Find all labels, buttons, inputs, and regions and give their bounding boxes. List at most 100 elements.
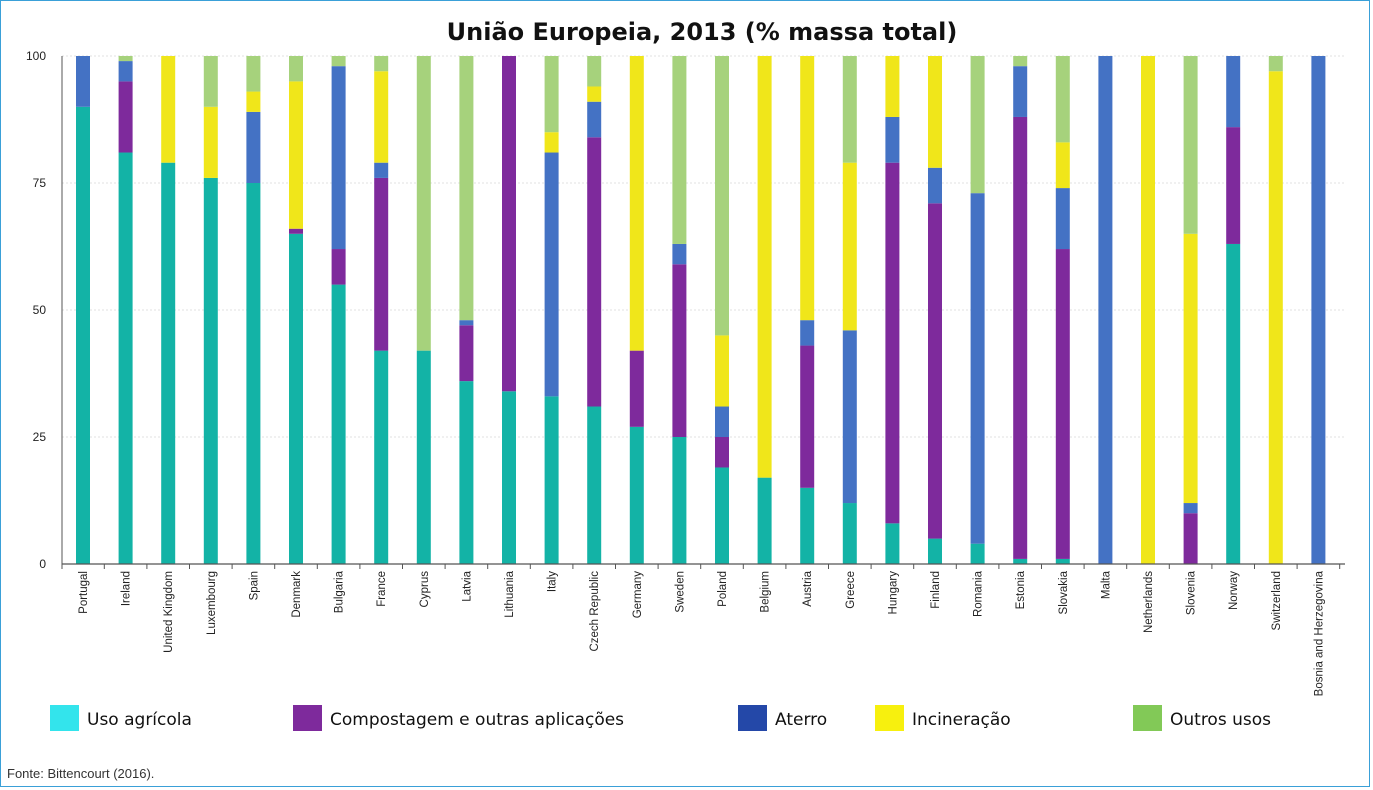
- bar-segment-poland-incineracao: [715, 335, 729, 407]
- x-tick-label-austria: Austria: [802, 570, 814, 606]
- y-tick-label: 75: [33, 176, 47, 190]
- x-tick-label-latvia: Latvia: [461, 570, 473, 601]
- legend-swatch: [1133, 705, 1162, 731]
- bar-segment-lithuania-compostagem-e-outras-aplicacoes: [502, 56, 516, 392]
- bar-segment-austria-compostagem-e-outras-aplicacoes: [800, 345, 815, 488]
- x-tick-label-netherlands: Netherlands: [1143, 571, 1155, 633]
- x-tick-label-estonia: Estonia: [1015, 570, 1027, 609]
- bar-segment-lithuania-uso-agricola: [502, 391, 516, 564]
- bar-segment-austria-incineracao: [800, 56, 815, 321]
- bar-segment-bulgaria-outros-usos: [331, 56, 346, 67]
- bar-segment-latvia-aterro: [459, 320, 474, 326]
- bar-segment-slovakia-outros-usos: [1055, 56, 1070, 143]
- bar-segment-poland-outros-usos: [715, 56, 729, 336]
- bar-segment-austria-uso-agricola: [800, 487, 815, 564]
- bar-segment-ireland-aterro: [118, 61, 133, 82]
- bar-segment-latvia-outros-usos: [459, 56, 474, 321]
- bar-segment-denmark-compostagem-e-outras-aplicacoes: [289, 228, 303, 234]
- bar-segment-norway-compostagem-e-outras-aplicacoes: [1226, 127, 1241, 244]
- bar-segment-portugal-uso-agricola: [76, 106, 90, 565]
- bar-segment-poland-compostagem-e-outras-aplicacoes: [715, 437, 729, 468]
- bar-segment-switzerland-outros-usos: [1268, 56, 1283, 72]
- bar-segment-slovakia-aterro: [1055, 188, 1070, 250]
- bar-segment-sweden-aterro: [672, 243, 687, 265]
- legend-swatch: [738, 705, 767, 731]
- x-tick-label-cyprus: Cyprus: [419, 571, 431, 608]
- bar-segment-italy-outros-usos: [544, 56, 559, 133]
- bar-segment-poland-uso-agricola: [715, 467, 729, 564]
- x-tick-label-denmark: Denmark: [291, 571, 303, 618]
- bar-segment-switzerland-incineracao: [1268, 71, 1283, 565]
- bar-segment-italy-aterro: [544, 152, 559, 397]
- bar-segment-romania-aterro: [970, 193, 985, 544]
- grid-layer: [62, 55, 1345, 438]
- bar-segment-hungary-compostagem-e-outras-aplicacoes: [885, 162, 900, 524]
- bar-segment-luxembourg-uso-agricola: [203, 177, 218, 565]
- x-tick-label-hungary: Hungary: [887, 571, 899, 615]
- legend-label: Compostagem e outras aplicações: [330, 710, 624, 730]
- bar-segment-denmark-incineracao: [289, 81, 303, 229]
- bar-segment-italy-incineracao: [544, 132, 559, 153]
- bar-segment-cyprus-outros-usos: [416, 56, 431, 351]
- bar-segment-denmark-outros-usos: [289, 56, 303, 82]
- bar-segment-sweden-outros-usos: [672, 56, 687, 244]
- bar-segment-sweden-uso-agricola: [672, 437, 687, 564]
- bar-segment-greece-incineracao: [842, 162, 857, 331]
- bar-segment-germany-uso-agricola: [629, 426, 644, 564]
- bar-segment-estonia-outros-usos: [1013, 56, 1028, 67]
- x-tick-label-belgium: Belgium: [760, 571, 772, 613]
- legend-label: Uso agrícola: [87, 710, 192, 730]
- bar-segment-belgium-uso-agricola: [757, 477, 772, 564]
- bar-segment-estonia-aterro: [1013, 66, 1028, 117]
- x-tick-label-lithuania: Lithuania: [504, 570, 516, 617]
- bar-segment-bulgaria-uso-agricola: [331, 284, 346, 564]
- legend-label: Aterro: [775, 710, 827, 730]
- bar-segment-estonia-uso-agricola: [1013, 558, 1028, 564]
- bar-segment-bulgaria-compostagem-e-outras-aplicacoes: [331, 249, 346, 285]
- bar-segment-hungary-aterro: [885, 116, 900, 163]
- bar-segment-netherlands-incineracao: [1141, 56, 1155, 564]
- x-tick-label-poland: Poland: [717, 571, 729, 607]
- bar-segment-france-outros-usos: [374, 56, 389, 72]
- legend-item-incineracao: Incineração: [875, 705, 1011, 731]
- legend-swatch: [875, 705, 904, 731]
- legend-label: Outros usos: [1170, 710, 1271, 730]
- bar-segment-cyprus-uso-agricola: [416, 350, 431, 564]
- y-tick-label: 100: [26, 49, 46, 63]
- bar-segment-spain-outros-usos: [246, 56, 261, 92]
- bar-segment-italy-uso-agricola: [544, 396, 559, 564]
- x-tick-label-portugal: Portugal: [78, 571, 90, 614]
- x-tick-label-italy: Italy: [547, 571, 559, 592]
- bar-segment-ireland-uso-agricola: [118, 152, 133, 564]
- bar-segment-norway-aterro: [1226, 56, 1241, 128]
- x-tick-label-romania: Romania: [973, 570, 985, 617]
- y-tick-label: 50: [33, 303, 47, 317]
- bar-segment-slovakia-compostagem-e-outras-aplicacoes: [1055, 249, 1070, 559]
- bar-segment-slovakia-uso-agricola: [1055, 558, 1070, 564]
- x-tick-label-finland: Finland: [930, 571, 942, 609]
- bar-segment-germany-incineracao: [629, 56, 644, 351]
- bar-segment-united-kingdom-uso-agricola: [161, 162, 176, 564]
- bar-segment-luxembourg-incineracao: [203, 106, 218, 178]
- x-tick-label-ireland: Ireland: [121, 571, 133, 606]
- y-tick-label: 25: [33, 430, 47, 444]
- bar-segment-sweden-compostagem-e-outras-aplicacoes: [672, 264, 687, 437]
- legend-swatch: [293, 705, 322, 731]
- legend-swatch: [50, 705, 79, 731]
- x-tick-label-slovakia: Slovakia: [1058, 570, 1070, 614]
- bar-segment-france-aterro: [374, 162, 389, 178]
- legend-item-uso-agricola: Uso agrícola: [50, 705, 192, 731]
- bar-segment-denmark-uso-agricola: [289, 233, 303, 565]
- bar-segment-hungary-incineracao: [885, 56, 900, 117]
- bars-layer: [76, 56, 1326, 565]
- x-tick-label-malta: Malta: [1100, 570, 1112, 599]
- bar-segment-greece-aterro: [842, 330, 857, 504]
- bar-segment-estonia-compostagem-e-outras-aplicacoes: [1013, 116, 1028, 559]
- bar-segment-slovenia-aterro: [1183, 503, 1198, 514]
- bar-segment-spain-incineracao: [246, 91, 261, 112]
- bar-segment-austria-aterro: [800, 320, 815, 346]
- x-tick-label-switzerland: Switzerland: [1271, 571, 1283, 630]
- x-tick-label-united-kingdom: United Kingdom: [163, 571, 175, 653]
